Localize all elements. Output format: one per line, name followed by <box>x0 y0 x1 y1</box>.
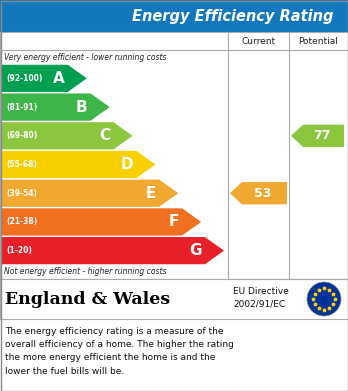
Polygon shape <box>2 93 110 121</box>
Text: 77: 77 <box>313 129 330 142</box>
Polygon shape <box>2 151 155 178</box>
Text: F: F <box>169 214 179 230</box>
Polygon shape <box>230 182 287 204</box>
Text: (21-38): (21-38) <box>6 217 37 226</box>
Text: G: G <box>189 243 202 258</box>
Text: E: E <box>146 186 156 201</box>
Text: (81-91): (81-91) <box>6 102 37 111</box>
Polygon shape <box>2 122 133 149</box>
Text: Very energy efficient - lower running costs: Very energy efficient - lower running co… <box>4 52 166 61</box>
Circle shape <box>307 282 341 316</box>
Bar <box>0 0 348 32</box>
Text: B: B <box>76 100 88 115</box>
Polygon shape <box>2 179 178 207</box>
Text: A: A <box>53 71 65 86</box>
Polygon shape <box>2 237 224 264</box>
Text: D: D <box>121 157 133 172</box>
Polygon shape <box>2 208 201 235</box>
Text: C: C <box>99 128 110 143</box>
Bar <box>0 32 348 279</box>
Text: (39-54): (39-54) <box>6 189 37 198</box>
Text: (92-100): (92-100) <box>6 74 42 83</box>
Text: Potential: Potential <box>299 36 339 45</box>
Text: EU Directive
2002/91/EC: EU Directive 2002/91/EC <box>233 287 289 309</box>
Text: Current: Current <box>242 36 276 45</box>
Text: 53: 53 <box>254 187 271 200</box>
Text: Energy Efficiency Rating: Energy Efficiency Rating <box>132 9 334 23</box>
Bar <box>0 279 348 319</box>
Text: (1-20): (1-20) <box>6 246 32 255</box>
Polygon shape <box>2 65 87 92</box>
Text: (55-68): (55-68) <box>6 160 37 169</box>
Text: England & Wales: England & Wales <box>5 291 170 307</box>
Text: (69-80): (69-80) <box>6 131 37 140</box>
Polygon shape <box>291 125 344 147</box>
Text: Not energy efficient - higher running costs: Not energy efficient - higher running co… <box>4 267 166 276</box>
Text: The energy efficiency rating is a measure of the
overall efficiency of a home. T: The energy efficiency rating is a measur… <box>5 327 234 376</box>
